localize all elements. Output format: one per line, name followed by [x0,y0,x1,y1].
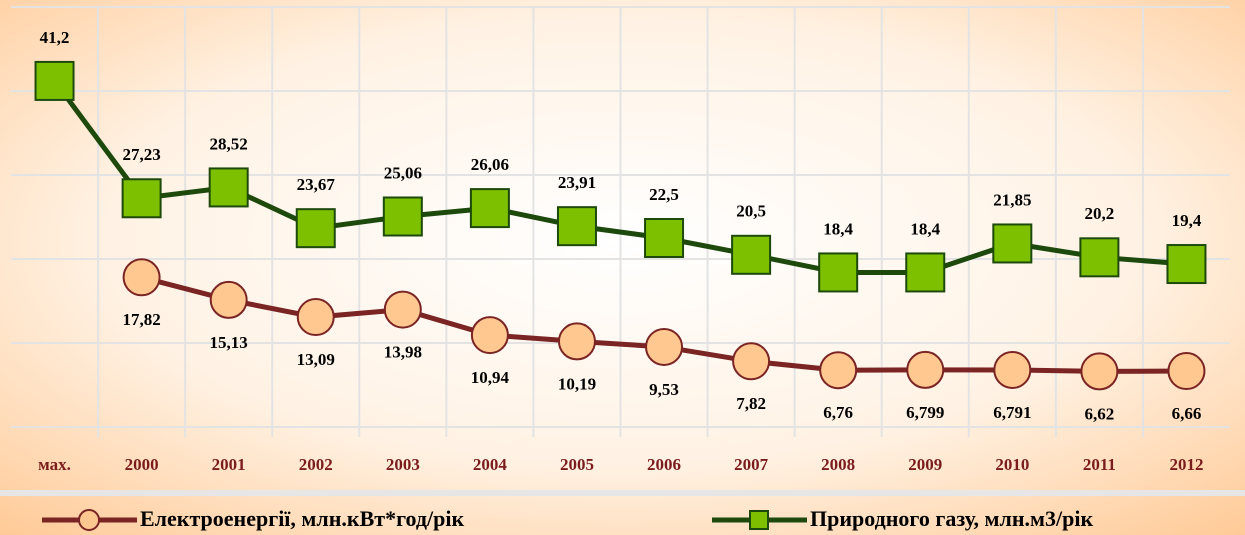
data-label: 6,62 [1085,404,1115,423]
data-label: 27,23 [122,145,160,164]
x-tick-label: мах. [38,455,71,474]
data-label: 7,82 [736,394,766,413]
data-label: 41,2 [40,28,70,47]
data-label: 26,06 [471,155,509,174]
marker [731,234,772,275]
x-tick-label: 2002 [299,455,333,474]
marker [295,208,336,249]
data-label: 28,52 [210,134,248,153]
marker [732,342,771,381]
marker [819,351,858,390]
x-tick-label: 2011 [1083,455,1116,474]
x-tick-label: 2006 [647,455,681,474]
marker [556,206,597,247]
x-tick-label: 2003 [386,455,420,474]
marker [1080,352,1119,391]
data-label: 18,4 [910,219,940,238]
legend-label: Електроенергії, млн.кВт*год/рік [140,506,464,531]
data-label: 18,4 [823,219,853,238]
x-tick-label: 2012 [1169,455,1203,474]
marker [470,316,509,355]
legend-marker [749,510,769,530]
x-tick-label: 2010 [995,455,1029,474]
marker [905,252,946,293]
x-tick-label: 2000 [125,455,159,474]
legend-label: Природного газу, млн.м3/рік [810,506,1093,531]
marker [34,60,75,101]
data-label: 25,06 [384,163,422,182]
marker [1166,244,1207,285]
data-label: 23,67 [297,175,336,194]
x-tick-label: 2008 [821,455,855,474]
x-tick-label: 2009 [908,455,942,474]
legend-marker [78,509,100,531]
marker [209,280,248,319]
marker [469,188,510,229]
data-label: 13,98 [384,342,422,361]
data-label: 13,09 [297,350,335,369]
data-label: 6,799 [906,403,944,422]
marker [208,167,249,208]
x-tick-label: 2005 [560,455,594,474]
marker [557,322,596,361]
data-label: 6,791 [993,403,1031,422]
data-label: 20,5 [736,202,766,221]
data-label: 22,5 [649,185,679,204]
data-label: 10,19 [558,374,596,393]
x-tick-label: 2004 [473,455,508,474]
x-tick-label: 2001 [212,455,246,474]
marker [383,290,422,329]
marker [992,223,1033,264]
data-label: 15,13 [210,333,248,352]
data-label: 10,94 [471,368,510,387]
marker [644,218,685,258]
marker [906,350,945,389]
data-label: 6,66 [1172,404,1202,423]
marker [645,327,684,366]
marker [296,298,335,337]
x-tick-label: 2007 [734,455,769,474]
marker [121,178,162,219]
marker [382,196,423,237]
data-label: 17,82 [122,310,160,329]
data-label: 6,76 [823,403,853,422]
marker [1079,237,1120,278]
data-label: 23,91 [558,173,596,192]
marker [993,350,1032,389]
data-label: 20,2 [1085,204,1115,223]
separator [0,490,1245,496]
data-label: 21,85 [993,190,1031,209]
marker [122,258,161,297]
data-label: 9,53 [649,380,679,399]
marker [818,252,859,293]
data-label: 19,4 [1172,211,1202,230]
marker [1167,352,1206,391]
